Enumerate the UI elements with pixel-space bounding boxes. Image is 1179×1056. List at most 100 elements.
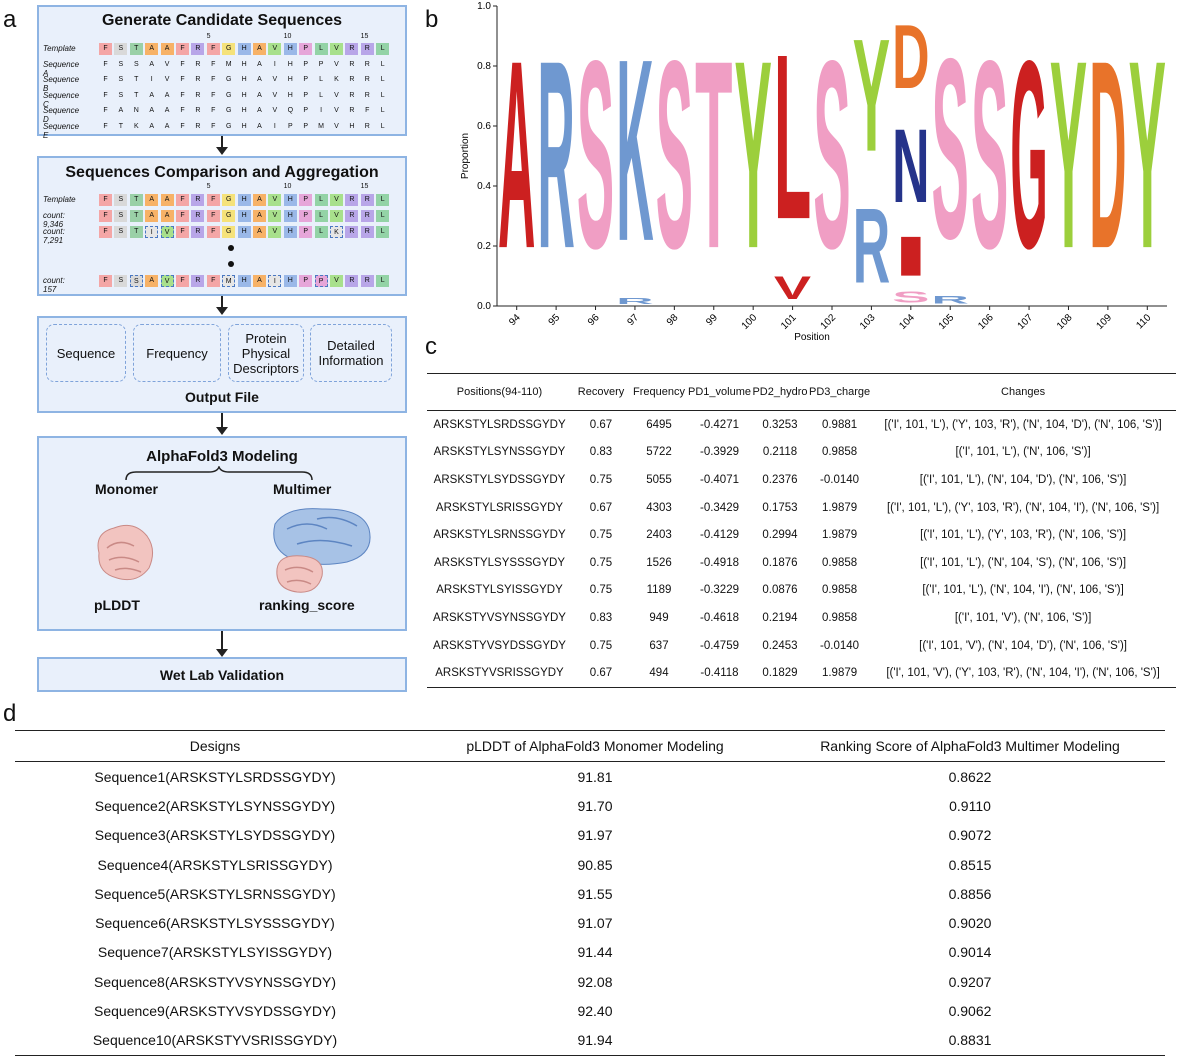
residue-cell: H	[287, 76, 293, 84]
table-d-row-cell: Sequence1(ARSKSTYLSRDSSGYDY)	[94, 768, 336, 785]
residue-cell: A	[160, 194, 174, 206]
residue-cell: F	[211, 122, 216, 130]
table-c-row-cell: ARSKSTYVSYNSSGYDY	[433, 611, 566, 624]
table-d-row-cell: 0.8856	[948, 885, 992, 902]
table-c-row-cell: -0.4118	[700, 667, 739, 680]
table-c-row-cell: [('I', 101, 'L'), ('N', 104, 'D'), ('N',…	[919, 473, 1127, 486]
residue-cell: S	[114, 194, 128, 206]
residue-cell: L	[376, 275, 390, 287]
residue-cell: S	[114, 210, 128, 222]
residue-cell: F	[180, 91, 185, 99]
residue-cell: R	[345, 43, 359, 55]
residue-cell: A	[257, 107, 262, 115]
panel-letter-a: a	[3, 6, 17, 33]
table-c-row-cell: ARSKSTYVSYDSSGYDY	[433, 639, 566, 652]
residue-cell: V	[160, 226, 174, 238]
residue-cell: F	[99, 43, 112, 55]
residue-cell: A	[164, 91, 170, 99]
residue-cell: H	[283, 275, 297, 287]
residue-cell: F	[206, 210, 220, 222]
table-c-row: ARSKSTYLSYSSSGYDY 0.75 1526 -0.4918 0.1876 0.…	[427, 549, 1176, 577]
x-tick-label: 101	[779, 312, 799, 332]
residue-cell: A	[257, 61, 262, 68]
sequence-row-label: Sequence E	[43, 121, 80, 140]
table-c-row-cell: ARSKSTYLSYSSSGYDY	[433, 556, 566, 569]
residue-cell: P	[314, 275, 328, 287]
residue-cell: I	[145, 226, 159, 238]
table-c-row-cell: ARSKSTYLSYNSSGYDY	[433, 446, 566, 459]
residue-cell: G	[222, 194, 236, 206]
sequence-row-label: Sequence B	[43, 75, 80, 94]
table-d-row-cell: 91.97	[577, 827, 613, 844]
x-tick-label: 105	[937, 312, 957, 332]
residue-cell: R	[364, 76, 370, 84]
position-marker: 10	[283, 183, 292, 190]
residue-cell: A	[145, 194, 159, 206]
residue-cell: F	[206, 194, 220, 206]
x-tick-label: 107	[1016, 312, 1036, 332]
residue-cell: A	[160, 210, 174, 222]
position-marker: 15	[360, 33, 369, 40]
table-d-row-cell: 0.8831	[948, 1032, 992, 1049]
table-d-row-cell: Sequence3(ARSKSTYLSYDSSGYDY)	[94, 827, 336, 844]
x-tick-label: 108	[1055, 312, 1075, 332]
residue-cell: R	[191, 226, 205, 238]
table-c-row-cell: 0.75	[589, 584, 613, 597]
table-d-row-cell: 91.94	[577, 1032, 613, 1049]
residue-cell: F	[180, 122, 185, 130]
logo-letter-l: L	[774, 6, 811, 269]
residue-cell: T	[134, 76, 139, 84]
residue-cell: S	[118, 76, 124, 84]
logo-letter-s: S	[656, 6, 693, 305]
table-c-row-cell: ARSKSTYLSRISSGYDY	[435, 501, 564, 514]
logo-letter-v: V	[774, 270, 812, 306]
residue-cell: R	[360, 210, 374, 222]
residue-cell: I	[320, 107, 323, 115]
x-axis-label: Position	[794, 332, 830, 343]
sequence-row-label: Template	[43, 195, 76, 204]
residue-cell: H	[283, 210, 297, 222]
logo-letter-k: K	[616, 4, 653, 295]
table-c-row: ARSKSTYLSYISSGYDY 0.75 1189 -0.3229 0.0876 0.…	[427, 577, 1176, 605]
residue-cell: A	[257, 76, 262, 84]
x-tick-label: 104	[897, 312, 917, 332]
residue-cell: H	[287, 61, 293, 68]
residue-cell: R	[364, 122, 370, 130]
residue-cell: V	[334, 107, 339, 115]
table-c-row: ARSKSTYLSYDSSGYDY 0.75 5055 -0.4071 0.2376 -0…	[427, 466, 1176, 494]
residue-cell: V	[334, 61, 339, 68]
sequence-row-label: Sequence D	[43, 106, 80, 125]
logo-letter-t: T	[695, 6, 732, 305]
residue-cell: F	[99, 226, 112, 238]
residue-cell: L	[380, 122, 385, 130]
residue-cell: R	[191, 210, 205, 222]
table-c-row-cell: 0.2994	[762, 529, 798, 542]
residue-cell: S	[133, 61, 139, 68]
residue-cell: M	[225, 61, 232, 68]
table-d-header-row: Designs pLDDT of AlphaFold3 Monomer Mode…	[15, 731, 1165, 762]
table-c-row: ARSKSTYVSYNSSGYDY 0.83 949 -0.4618 0.2194 0.9…	[427, 604, 1176, 632]
logo-letter-y: Y	[853, 5, 890, 185]
table-d-row-cell: 92.08	[577, 973, 613, 990]
y-tick-label: 0.4	[477, 181, 491, 192]
residue-cell: K	[133, 122, 139, 130]
output-item-sequence: Sequence	[46, 324, 126, 382]
table-c-row-cell: 0.1876	[762, 556, 798, 569]
table-c-row-cell: 6495	[646, 418, 672, 431]
table-c-row-cell: 1.9879	[821, 501, 858, 514]
table-c-row-cell: 0.75	[589, 639, 613, 652]
table-c-row-cell: 0.83	[589, 446, 613, 459]
table-c-row-cell: 0.1829	[762, 667, 798, 680]
residue-cell: L	[314, 194, 328, 206]
residue-cell: G	[225, 122, 232, 130]
table-d-row-cell: Sequence8(ARSKSTYVSYNSSGYDY)	[94, 973, 336, 990]
residue-cell: P	[299, 226, 313, 238]
residue-cell: R	[345, 194, 359, 206]
table-c-row-cell: [('I', 101, 'V'), ('N', 104, 'D'), ('N',…	[919, 639, 1127, 652]
logo-letter-r: R	[853, 186, 890, 306]
residue-cell: V	[272, 91, 278, 99]
sequence-row-label: count: 7,291	[43, 227, 65, 245]
logo-letter-s: S	[577, 6, 614, 305]
monomer-label: Monomer	[95, 481, 158, 497]
x-tick-label: 103	[858, 312, 878, 332]
